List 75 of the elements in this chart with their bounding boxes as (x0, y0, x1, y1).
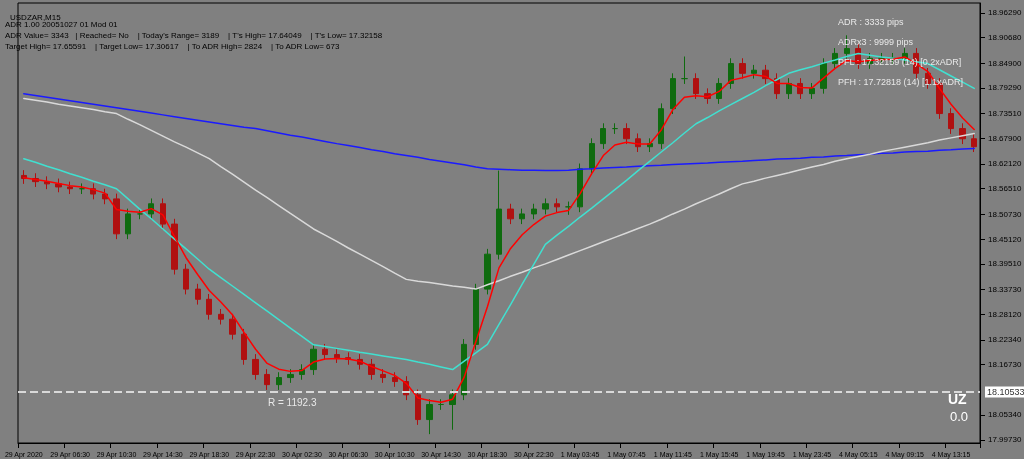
candlestick (751, 64, 757, 80)
y-tick-label: 18.62120 (988, 159, 1022, 169)
candlestick (948, 107, 954, 135)
candlestick (67, 181, 73, 195)
annotation: ADR : 3333 pips (838, 16, 905, 27)
candlestick (658, 102, 664, 150)
candlestick (380, 368, 386, 384)
candlestick (971, 132, 977, 153)
candlestick (264, 368, 270, 391)
candlestick (171, 218, 178, 276)
candlestick (218, 308, 224, 325)
y-tick-label: 18.16730 (988, 360, 1022, 370)
candlestick (507, 203, 514, 225)
candlestick (565, 201, 572, 216)
candlestick (287, 368, 294, 384)
candlestick (670, 72, 676, 115)
candlestick (241, 328, 247, 366)
candlestick (589, 137, 595, 175)
candlestick (496, 170, 502, 260)
candlestick (206, 293, 212, 321)
y-tick-label: 18.50730 (988, 209, 1022, 219)
y-tick-label: 18.84900 (988, 58, 1022, 68)
candlestick (334, 348, 340, 364)
annotation: UZ (948, 391, 968, 407)
y-tick-label: 18.73510 (988, 109, 1022, 119)
candlestick (426, 398, 433, 435)
candlestick (55, 178, 62, 193)
line-series (23, 92, 975, 172)
line-series (23, 97, 975, 290)
candlestick (79, 182, 85, 195)
annotation: 0.0 (950, 409, 969, 424)
candlestick (299, 363, 305, 381)
y-tick-label: 18.05340 (988, 410, 1022, 420)
y-tick-label: 17.99730 (988, 435, 1022, 445)
candlestick (229, 313, 236, 341)
candlestick (392, 371, 398, 388)
candlestick (531, 203, 537, 220)
candlestick (554, 197, 560, 213)
candlestick (542, 197, 549, 215)
candlestick (276, 371, 282, 391)
candlestick (739, 57, 746, 80)
candlestick (310, 343, 317, 376)
y-tick-label: 18.33730 (988, 284, 1022, 294)
candlestick (484, 248, 491, 295)
candlestick (820, 57, 827, 95)
candlestick (600, 122, 606, 150)
candlestick (438, 398, 444, 411)
y-tick-label: 18.67900 (988, 133, 1022, 143)
candlestick (113, 193, 120, 240)
annotation: R = 1192.3 (268, 396, 317, 408)
y-tick-label: 18.56510 (988, 184, 1022, 194)
candlestick (577, 163, 583, 213)
y-tick-label: 18.22340 (988, 335, 1022, 345)
candlestick (125, 208, 131, 240)
y-tick-label: 18.96290 (988, 8, 1022, 18)
candlestick (195, 283, 201, 306)
candlestick (693, 72, 699, 100)
candlestick (183, 263, 189, 295)
ref-line-label: 18.10533 (987, 387, 1024, 397)
candlestick (137, 208, 143, 220)
candlestick (322, 343, 328, 361)
y-tick-label: 18.90680 (988, 33, 1022, 43)
candlestick (612, 122, 618, 135)
candlestick (252, 353, 259, 381)
candlestick (415, 388, 421, 426)
candlestick (473, 283, 479, 351)
candlestick (519, 208, 525, 225)
candlestick (623, 122, 630, 145)
y-tick-label: 18.45120 (988, 234, 1022, 244)
y-tick-label: 18.28120 (988, 309, 1022, 319)
candlestick (809, 82, 815, 100)
candlestick (681, 56, 688, 85)
y-tick-label: 18.39510 (988, 259, 1022, 269)
candlestick (44, 175, 50, 190)
y-tick-label: 18.79290 (988, 83, 1022, 93)
